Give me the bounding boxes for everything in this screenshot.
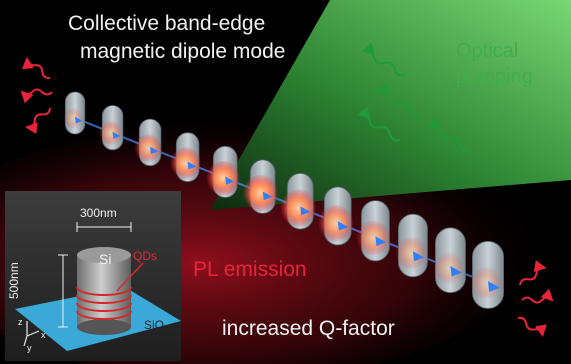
axis-y-label: y (27, 343, 32, 353)
field-lobe (134, 134, 162, 162)
dipole-arrow (112, 131, 121, 139)
pillar (318, 186, 354, 246)
pillar (99, 105, 124, 151)
dipole-arrow (225, 176, 235, 185)
inset-graphic (5, 191, 181, 361)
field-lobe (470, 266, 502, 300)
title-line-1: Collective band-edge (68, 12, 266, 35)
dipole-arrow (262, 191, 273, 201)
pillar (63, 91, 86, 135)
qds-label: QDs (133, 249, 157, 263)
dipole-arrow (412, 251, 425, 262)
field-lobe (243, 174, 279, 212)
pumping-label-line-2: pumping (456, 66, 533, 88)
field-lobe (433, 252, 464, 284)
axis-x-label: x (41, 330, 46, 340)
field-lobe (99, 121, 122, 145)
field-lobe (170, 147, 201, 179)
qd-rings (76, 286, 132, 320)
field-lobe (318, 204, 354, 242)
field-lobe (206, 160, 240, 196)
pl-emission-label: PL emission (193, 258, 307, 281)
dipole-arrow (488, 281, 500, 292)
pillar (243, 159, 279, 214)
height-dimension (58, 254, 68, 328)
dipole-arrow (300, 206, 311, 216)
dipole-arrow (75, 116, 83, 124)
field-lobe (280, 189, 316, 227)
dipole-arrow (337, 221, 349, 231)
inset-panel: 300nm Si QDs 500nm SiO2 z x y (5, 191, 181, 361)
pump-beam (210, 0, 571, 210)
field-lobe (356, 220, 390, 256)
silicon-cylinder (77, 247, 131, 335)
silicon-label: Si (99, 251, 112, 267)
q-factor-label: increased Q-factor (222, 317, 395, 340)
pillar (356, 200, 390, 262)
axis-triad (23, 321, 40, 347)
qd-pointer (116, 262, 144, 292)
diameter-label: 300nm (80, 206, 117, 220)
dipole-arrow (150, 146, 159, 155)
pumping-label-line-1: Optical (456, 40, 519, 62)
diameter-dimension (76, 222, 132, 232)
pump-waves (357, 42, 471, 152)
dipole-arrow (187, 161, 197, 170)
pillar (134, 118, 162, 167)
height-label: 500nm (7, 262, 21, 299)
pillar (433, 227, 466, 294)
pillar (470, 240, 504, 309)
pillar (170, 132, 201, 182)
title-line-2: magnetic dipole mode (80, 40, 286, 63)
axis-z-label: z (18, 317, 23, 327)
pillar-row (63, 91, 504, 309)
field-lobe (63, 108, 83, 128)
substrate-label: SiO2 (144, 318, 169, 335)
pillar (395, 213, 428, 278)
field-lobe (395, 236, 427, 270)
dipole-arrow (450, 266, 462, 277)
pillar (206, 145, 240, 198)
dipole-arrow (375, 236, 387, 246)
pillar (280, 172, 316, 230)
emission-waves (20, 56, 554, 338)
